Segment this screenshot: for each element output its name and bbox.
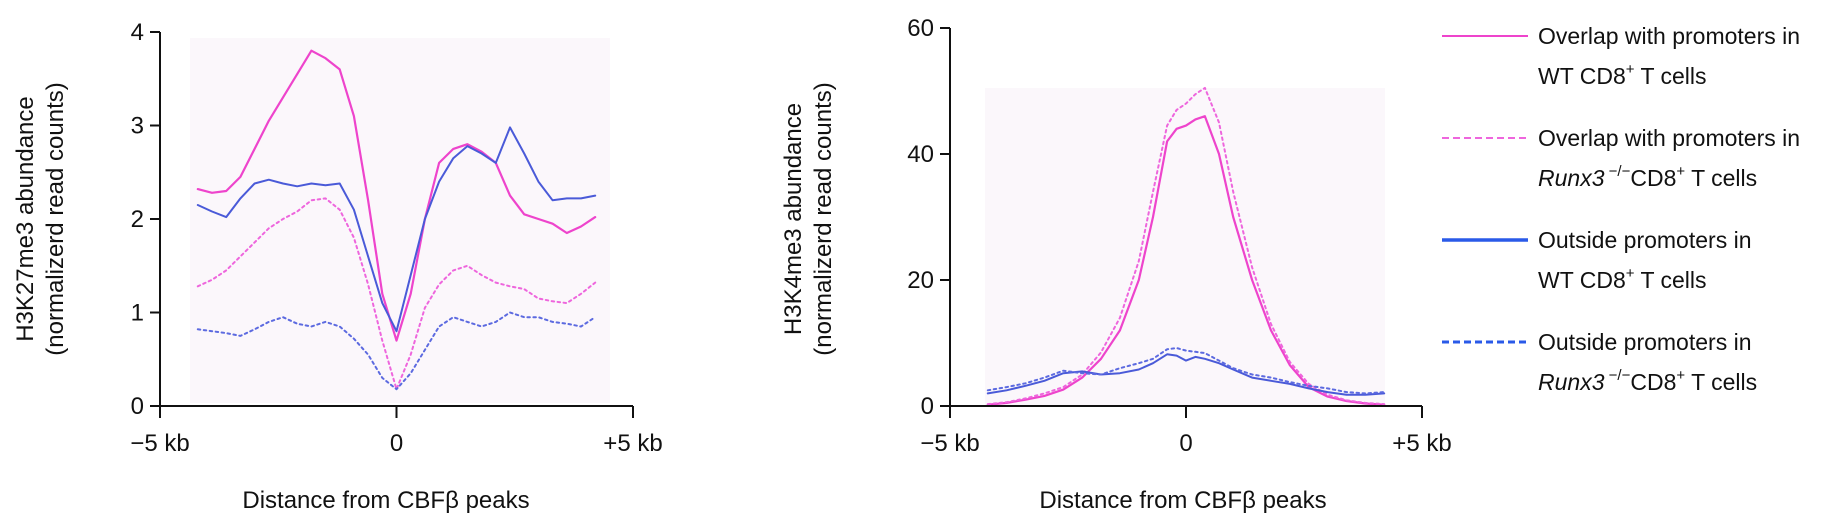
legend-item-overlap-wt: Overlap with promoters in WT CD8+ T cells (1442, 23, 1800, 89)
legend-label-line2: WT CD8+ T cells (1538, 265, 1707, 293)
y-axis-label-line2: (normalizerd read counts) (810, 82, 837, 355)
x-ticks: −5 kb 0 +5 kb (130, 406, 663, 457)
legend-item-overlap-runx3: Overlap with promoters in Runx3 −/−CD8+ T… (1442, 125, 1800, 191)
h3k4me3-panel: 0 20 40 60 −5 kb 0 +5 kb Distance from CBFβ p… (780, 15, 1452, 514)
series-line-outside-wt (986, 353, 1386, 396)
y-tick-label: 0 (131, 393, 144, 420)
legend-label-line1: Overlap with promoters in (1538, 23, 1800, 49)
series-layer (986, 86, 1386, 406)
legend-label-line2: Runx3 −/−CD8+ T cells (1538, 163, 1757, 191)
y-ticks: 0 1 2 3 4 (131, 19, 160, 420)
x-tick-label: −5 kb (920, 430, 979, 457)
y-axis-label-line1: H3K4me3 abundance (780, 103, 807, 335)
plot-background (985, 88, 1385, 405)
x-axis-label: Distance from CBFβ peaks (1039, 487, 1326, 514)
y-tick-label: 3 (131, 113, 144, 140)
series-layer (196, 49, 597, 391)
series-line-overlap-wt (196, 49, 597, 342)
legend-label-line1: Outside promoters in (1538, 329, 1751, 355)
x-ticks: −5 kb 0 +5 kb (920, 406, 1452, 457)
x-tick-label: +5 kb (603, 430, 662, 457)
legend-label-line2: WT CD8+ T cells (1538, 61, 1707, 89)
legend-label-line1: Outside promoters in (1538, 227, 1751, 253)
plot-background (190, 38, 610, 403)
y-tick-label: 60 (907, 15, 934, 42)
series-line-outside-runx3 (986, 347, 1386, 395)
series-line-overlap-runx3 (986, 86, 1386, 406)
y-ticks: 0 20 40 60 (907, 15, 950, 420)
y-axis-label-line2: (normalizerd read counts) (42, 82, 69, 355)
x-tick-label: −5 kb (130, 430, 189, 457)
x-tick-label: 0 (1179, 430, 1192, 457)
legend-label-line1: Overlap with promoters in (1538, 125, 1800, 151)
y-axis-label-line1: H3K27me3 abundance (12, 96, 39, 342)
y-tick-label: 0 (921, 393, 934, 420)
y-tick-label: 1 (131, 300, 144, 327)
series-line-overlap-runx3 (196, 197, 597, 391)
y-tick-label: 2 (131, 206, 144, 233)
h3k27me3-panel: 0 1 2 3 4 −5 kb 0 +5 kb Distance from CBFβ pea… (12, 19, 663, 514)
legend-item-outside-wt: Outside promoters in WT CD8+ T cells (1442, 227, 1751, 293)
y-tick-label: 4 (131, 19, 144, 46)
y-tick-label: 20 (907, 267, 934, 294)
legend-label-line2: Runx3 −/−CD8+ T cells (1538, 367, 1757, 395)
series-line-overlap-wt (986, 115, 1386, 406)
x-axis-label: Distance from CBFβ peaks (242, 487, 529, 514)
x-tick-label: 0 (390, 430, 403, 457)
y-tick-label: 40 (907, 141, 934, 168)
legend: Overlap with promoters in WT CD8+ T cells… (1442, 23, 1800, 395)
legend-item-outside-runx3: Outside promoters in Runx3 −/−CD8+ T cell… (1442, 329, 1757, 395)
x-tick-label: +5 kb (1392, 430, 1451, 457)
series-line-outside-wt (196, 126, 597, 333)
series-line-outside-runx3 (196, 311, 597, 391)
